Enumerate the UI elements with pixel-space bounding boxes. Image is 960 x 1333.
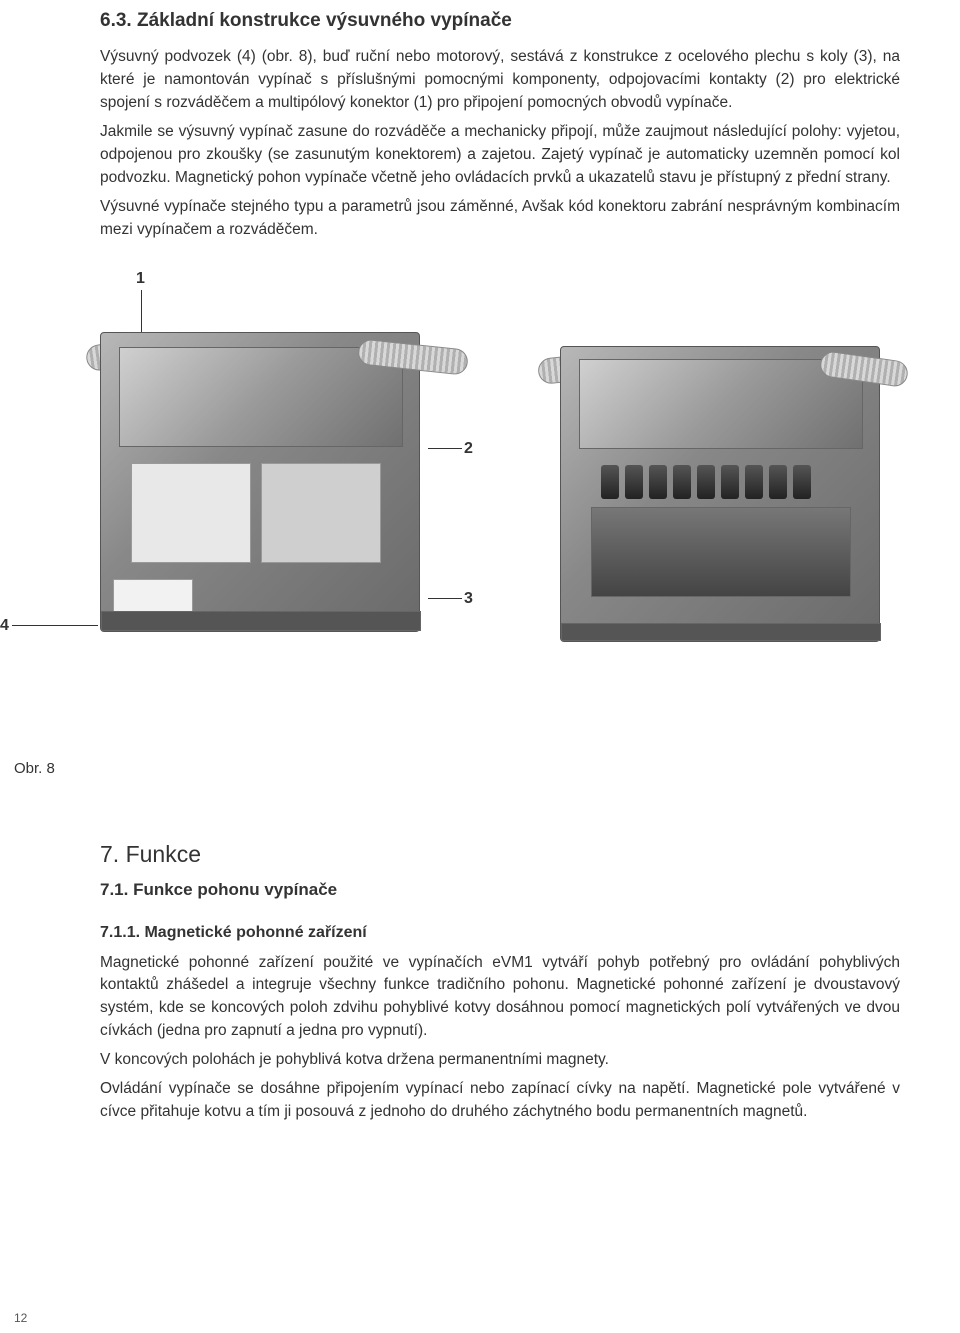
figure-label-2: 2 (464, 440, 473, 458)
figure-8: 1 2 3 (100, 270, 900, 740)
section-7-1-1-para2: V koncových polohách je pohyblivá kotva … (100, 1049, 900, 1072)
section-6-3-para2: Jakmile se výsuvný vypínač zasune do roz… (100, 121, 900, 190)
page-number: 12 (14, 1311, 27, 1325)
figure-label-3: 3 (464, 590, 473, 608)
device-rear (560, 346, 880, 642)
figure-label-1: 1 (136, 270, 145, 288)
device-front (100, 332, 420, 632)
leader-line (141, 290, 142, 332)
figure-caption: Obr. 8 (14, 760, 900, 777)
section-7-1-1-para3: Ovládání vypínače se dosáhne připojením … (100, 1078, 900, 1124)
section-7-1-1-heading: 7.1.1. Magnetické pohonné zařízení (100, 924, 900, 942)
leader-line (428, 598, 462, 599)
section-6-3-para3: Výsuvné vypínače stejného typu a paramet… (100, 196, 900, 242)
leader-line (428, 448, 462, 449)
section-6-3-heading: 6.3. Základní konstrukce výsuvného vypín… (100, 10, 900, 32)
section-7-heading: 7. Funkce (100, 841, 900, 868)
figure-label-4: 4 (0, 617, 9, 635)
section-7-1-heading: 7.1. Funkce pohonu vypínače (100, 880, 900, 900)
section-6-3-para1: Výsuvný podvozek (4) (obr. 8), buď ruční… (100, 46, 900, 115)
section-7-1-1-para1: Magnetické pohonné zařízení použité ve v… (100, 952, 900, 1044)
leader-line (12, 625, 98, 626)
